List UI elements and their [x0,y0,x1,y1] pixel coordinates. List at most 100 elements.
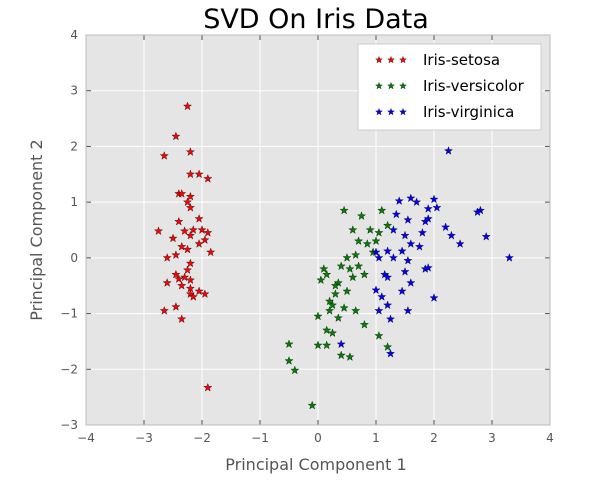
data-point [168,233,178,243]
data-point [284,356,294,365]
data-point [429,194,439,204]
data-point [336,339,346,349]
y-tick-label: −3 [60,418,78,432]
data-point [203,382,213,392]
data-point [388,225,398,234]
data-point [171,131,181,141]
data-point [406,193,416,203]
data-point [357,211,366,220]
data-point [383,342,393,351]
data-point [432,202,442,212]
data-point [185,191,195,201]
data-point [345,352,355,361]
y-tick-label: 0 [70,251,78,265]
y-tick-label: 3 [70,84,78,98]
data-point [374,228,384,237]
data-point [391,209,401,219]
x-tick-label: 3 [488,431,496,445]
data-point [374,331,384,340]
data-point [177,314,187,323]
data-point [473,207,482,216]
x-tick-label: 2 [430,431,438,445]
data-point [362,239,372,248]
data-point [185,275,195,284]
data-point [371,236,381,245]
data-point [330,280,340,290]
data-point [200,235,210,244]
data-point [348,272,358,282]
data-point [386,348,395,358]
legend-marker [387,107,395,116]
data-point [316,275,326,284]
data-point [423,204,433,213]
data-point [325,296,335,306]
series-iris-setosa [154,101,216,392]
data-point [441,222,451,232]
plot-frame [85,34,551,426]
legend-box [357,43,542,131]
data-point [374,253,384,262]
data-point [180,272,190,282]
data-point [183,101,192,111]
legend-marker [375,81,383,90]
data-point [183,197,192,206]
data-point [351,306,361,315]
data-point [194,214,204,223]
data-point [183,265,192,274]
legend-marker [399,107,407,116]
data-point [159,306,169,315]
data-point [322,325,332,335]
data-point [333,313,343,322]
y-tick-label: −1 [60,307,78,321]
data-point [383,246,393,255]
data-point [383,220,393,230]
data-point [429,293,439,302]
x-tick-label: 0 [314,431,322,445]
data-point [174,274,184,283]
data-point [313,340,323,350]
x-tick-label: −4 [77,431,95,445]
data-point [371,285,381,294]
data-point [162,278,172,287]
data-point [359,319,369,329]
data-point [154,226,163,235]
data-point [504,253,514,262]
legend-marker [399,55,407,64]
data-point [188,292,198,301]
data-point [365,225,375,234]
data-point [455,239,465,248]
data-point [388,253,398,262]
legend-marker [399,81,407,90]
data-point [328,328,337,337]
data-point [406,239,416,248]
data-point [203,228,213,237]
y-axis-label: Principal Component 2 [27,139,46,320]
data-points [154,101,514,410]
data-point [359,269,369,279]
x-tick-label: −1 [251,431,269,445]
data-point [354,261,364,271]
data-point [185,147,195,156]
data-point [412,197,422,206]
data-point [403,255,413,265]
data-point [319,264,329,273]
legend: Iris-setosa Iris-versicolor Iris-virginica [357,43,542,131]
data-point [423,214,433,223]
data-point [423,263,433,272]
data-point [185,169,195,179]
data-point [185,202,195,212]
data-point [159,151,169,160]
data-point [322,269,332,279]
data-point [406,278,416,287]
data-point [330,289,340,298]
x-axis-label: Principal Component 1 [225,455,406,474]
chart-title: SVD On Iris Data [203,4,429,35]
data-point [400,230,410,240]
legend-label: Iris-versicolor [423,77,525,95]
data-point [162,253,172,262]
legend-marker [387,81,395,90]
data-point [374,306,384,315]
data-point [383,300,393,310]
